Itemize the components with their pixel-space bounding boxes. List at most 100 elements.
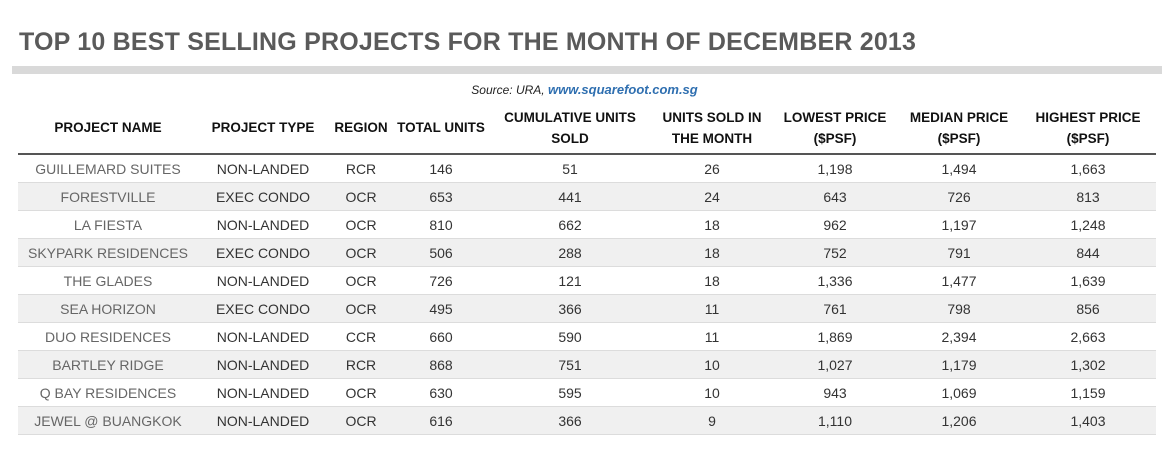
lowest-price-cell: 752: [772, 238, 898, 267]
col-header-project-type: PROJECT TYPE: [198, 102, 328, 155]
highest-price-cell: 2,663: [1020, 322, 1156, 351]
project-name-cell: DUO RESIDENCES: [18, 322, 198, 351]
col-header-lowest-price: LOWEST PRICE ($PSF): [772, 102, 898, 155]
total-units-cell: 146: [394, 154, 488, 183]
col-header-highest-price: HIGHEST PRICE ($PSF): [1020, 102, 1156, 155]
total-units-cell: 495: [394, 294, 488, 323]
table-row: SKYPARK RESIDENCES EXEC CONDO OCR 506 288 18 7…: [18, 238, 1156, 267]
median-price-cell: 726: [898, 182, 1020, 211]
highest-price-cell: 1,663: [1020, 154, 1156, 183]
units-sold-month-cell: 11: [652, 294, 772, 323]
units-sold-month-cell: 10: [652, 378, 772, 407]
region-cell: OCR: [328, 378, 394, 407]
table-header-row: PROJECT NAME PROJECT TYPE REGION TOTAL U…: [18, 102, 1156, 155]
source-link[interactable]: www.squarefoot.com.sg: [547, 82, 698, 97]
units-sold-month-cell: 9: [652, 406, 772, 435]
region-cell: OCR: [328, 238, 394, 267]
project-type-cell: NON-LANDED: [198, 350, 328, 379]
lowest-price-cell: 1,027: [772, 350, 898, 379]
table-row: Q BAY RESIDENCES NON-LANDED OCR 630 595 10 943…: [18, 378, 1156, 407]
project-type-cell: EXEC CONDO: [198, 238, 328, 267]
region-cell: OCR: [328, 266, 394, 295]
table-row: FORESTVILLE EXEC CONDO OCR 653 441 24 643 726 81…: [18, 182, 1156, 211]
region-cell: OCR: [328, 210, 394, 239]
lowest-price-cell: 1,198: [772, 154, 898, 183]
lowest-price-cell: 1,110: [772, 406, 898, 435]
col-header-region: REGION: [328, 102, 394, 155]
project-name-cell: BARTLEY RIDGE: [18, 350, 198, 379]
cumulative-units-cell: 662: [488, 210, 652, 239]
table-row: JEWEL @ BUANGKOK NON-LANDED OCR 616 366 9 1,11…: [18, 406, 1156, 435]
highest-price-cell: 1,639: [1020, 266, 1156, 295]
highest-price-cell: 1,248: [1020, 210, 1156, 239]
total-units-cell: 868: [394, 350, 488, 379]
source-note: Source: URA, www.squarefoot.com.sg: [0, 82, 1169, 97]
cumulative-units-cell: 590: [488, 322, 652, 351]
highest-price-cell: 1,159: [1020, 378, 1156, 407]
table-body: GUILLEMARD SUITES NON-LANDED RCR 146 51 26 1,1…: [18, 154, 1156, 435]
lowest-price-cell: 1,869: [772, 322, 898, 351]
project-type-cell: NON-LANDED: [198, 266, 328, 295]
col-header-project-name: PROJECT NAME: [18, 102, 198, 155]
table-row: BARTLEY RIDGE NON-LANDED RCR 868 751 10 1,027 1…: [18, 350, 1156, 379]
units-sold-month-cell: 18: [652, 266, 772, 295]
cumulative-units-cell: 366: [488, 406, 652, 435]
cumulative-units-cell: 51: [488, 154, 652, 183]
total-units-cell: 726: [394, 266, 488, 295]
lowest-price-cell: 962: [772, 210, 898, 239]
lowest-price-cell: 643: [772, 182, 898, 211]
project-name-cell: GUILLEMARD SUITES: [18, 154, 198, 183]
median-price-cell: 798: [898, 294, 1020, 323]
cumulative-units-cell: 595: [488, 378, 652, 407]
project-name-cell: JEWEL @ BUANGKOK: [18, 406, 198, 435]
project-type-cell: NON-LANDED: [198, 154, 328, 183]
title-divider: [12, 66, 1162, 74]
table-row: LA FIESTA NON-LANDED OCR 810 662 18 962 1,197 1,…: [18, 210, 1156, 239]
units-sold-month-cell: 10: [652, 350, 772, 379]
region-cell: OCR: [328, 182, 394, 211]
table-row: GUILLEMARD SUITES NON-LANDED RCR 146 51 26 1,1…: [18, 154, 1156, 183]
lowest-price-cell: 1,336: [772, 266, 898, 295]
cumulative-units-cell: 441: [488, 182, 652, 211]
project-type-cell: NON-LANDED: [198, 210, 328, 239]
best-selling-table: PROJECT NAME PROJECT TYPE REGION TOTAL U…: [18, 102, 1156, 435]
cumulative-units-cell: 751: [488, 350, 652, 379]
total-units-cell: 630: [394, 378, 488, 407]
highest-price-cell: 844: [1020, 238, 1156, 267]
total-units-cell: 506: [394, 238, 488, 267]
cumulative-units-cell: 366: [488, 294, 652, 323]
median-price-cell: 1,069: [898, 378, 1020, 407]
highest-price-cell: 856: [1020, 294, 1156, 323]
total-units-cell: 616: [394, 406, 488, 435]
units-sold-month-cell: 18: [652, 238, 772, 267]
project-type-cell: EXEC CONDO: [198, 294, 328, 323]
median-price-cell: 1,477: [898, 266, 1020, 295]
project-type-cell: NON-LANDED: [198, 378, 328, 407]
median-price-cell: 2,394: [898, 322, 1020, 351]
region-cell: OCR: [328, 406, 394, 435]
col-header-total-units: TOTAL UNITS: [394, 102, 488, 155]
lowest-price-cell: 943: [772, 378, 898, 407]
region-cell: RCR: [328, 154, 394, 183]
table-row: DUO RESIDENCES NON-LANDED CCR 660 590 11 1,869…: [18, 322, 1156, 351]
project-name-cell: FORESTVILLE: [18, 182, 198, 211]
total-units-cell: 653: [394, 182, 488, 211]
col-header-median-price: MEDIAN PRICE ($PSF): [898, 102, 1020, 155]
units-sold-month-cell: 11: [652, 322, 772, 351]
median-price-cell: 1,179: [898, 350, 1020, 379]
units-sold-month-cell: 26: [652, 154, 772, 183]
table-row: SEA HORIZON EXEC CONDO OCR 495 366 11 761 798 85…: [18, 294, 1156, 323]
median-price-cell: 791: [898, 238, 1020, 267]
project-name-cell: SEA HORIZON: [18, 294, 198, 323]
units-sold-month-cell: 18: [652, 210, 772, 239]
units-sold-month-cell: 24: [652, 182, 772, 211]
source-prefix: Source: URA,: [471, 83, 545, 97]
highest-price-cell: 1,403: [1020, 406, 1156, 435]
col-header-cumulative-units-sold: CUMULATIVE UNITS SOLD: [488, 102, 652, 155]
highest-price-cell: 813: [1020, 182, 1156, 211]
project-type-cell: NON-LANDED: [198, 322, 328, 351]
median-price-cell: 1,197: [898, 210, 1020, 239]
project-name-cell: LA FIESTA: [18, 210, 198, 239]
project-name-cell: THE GLADES: [18, 266, 198, 295]
table-row: THE GLADES NON-LANDED OCR 726 121 18 1,336 1,47…: [18, 266, 1156, 295]
